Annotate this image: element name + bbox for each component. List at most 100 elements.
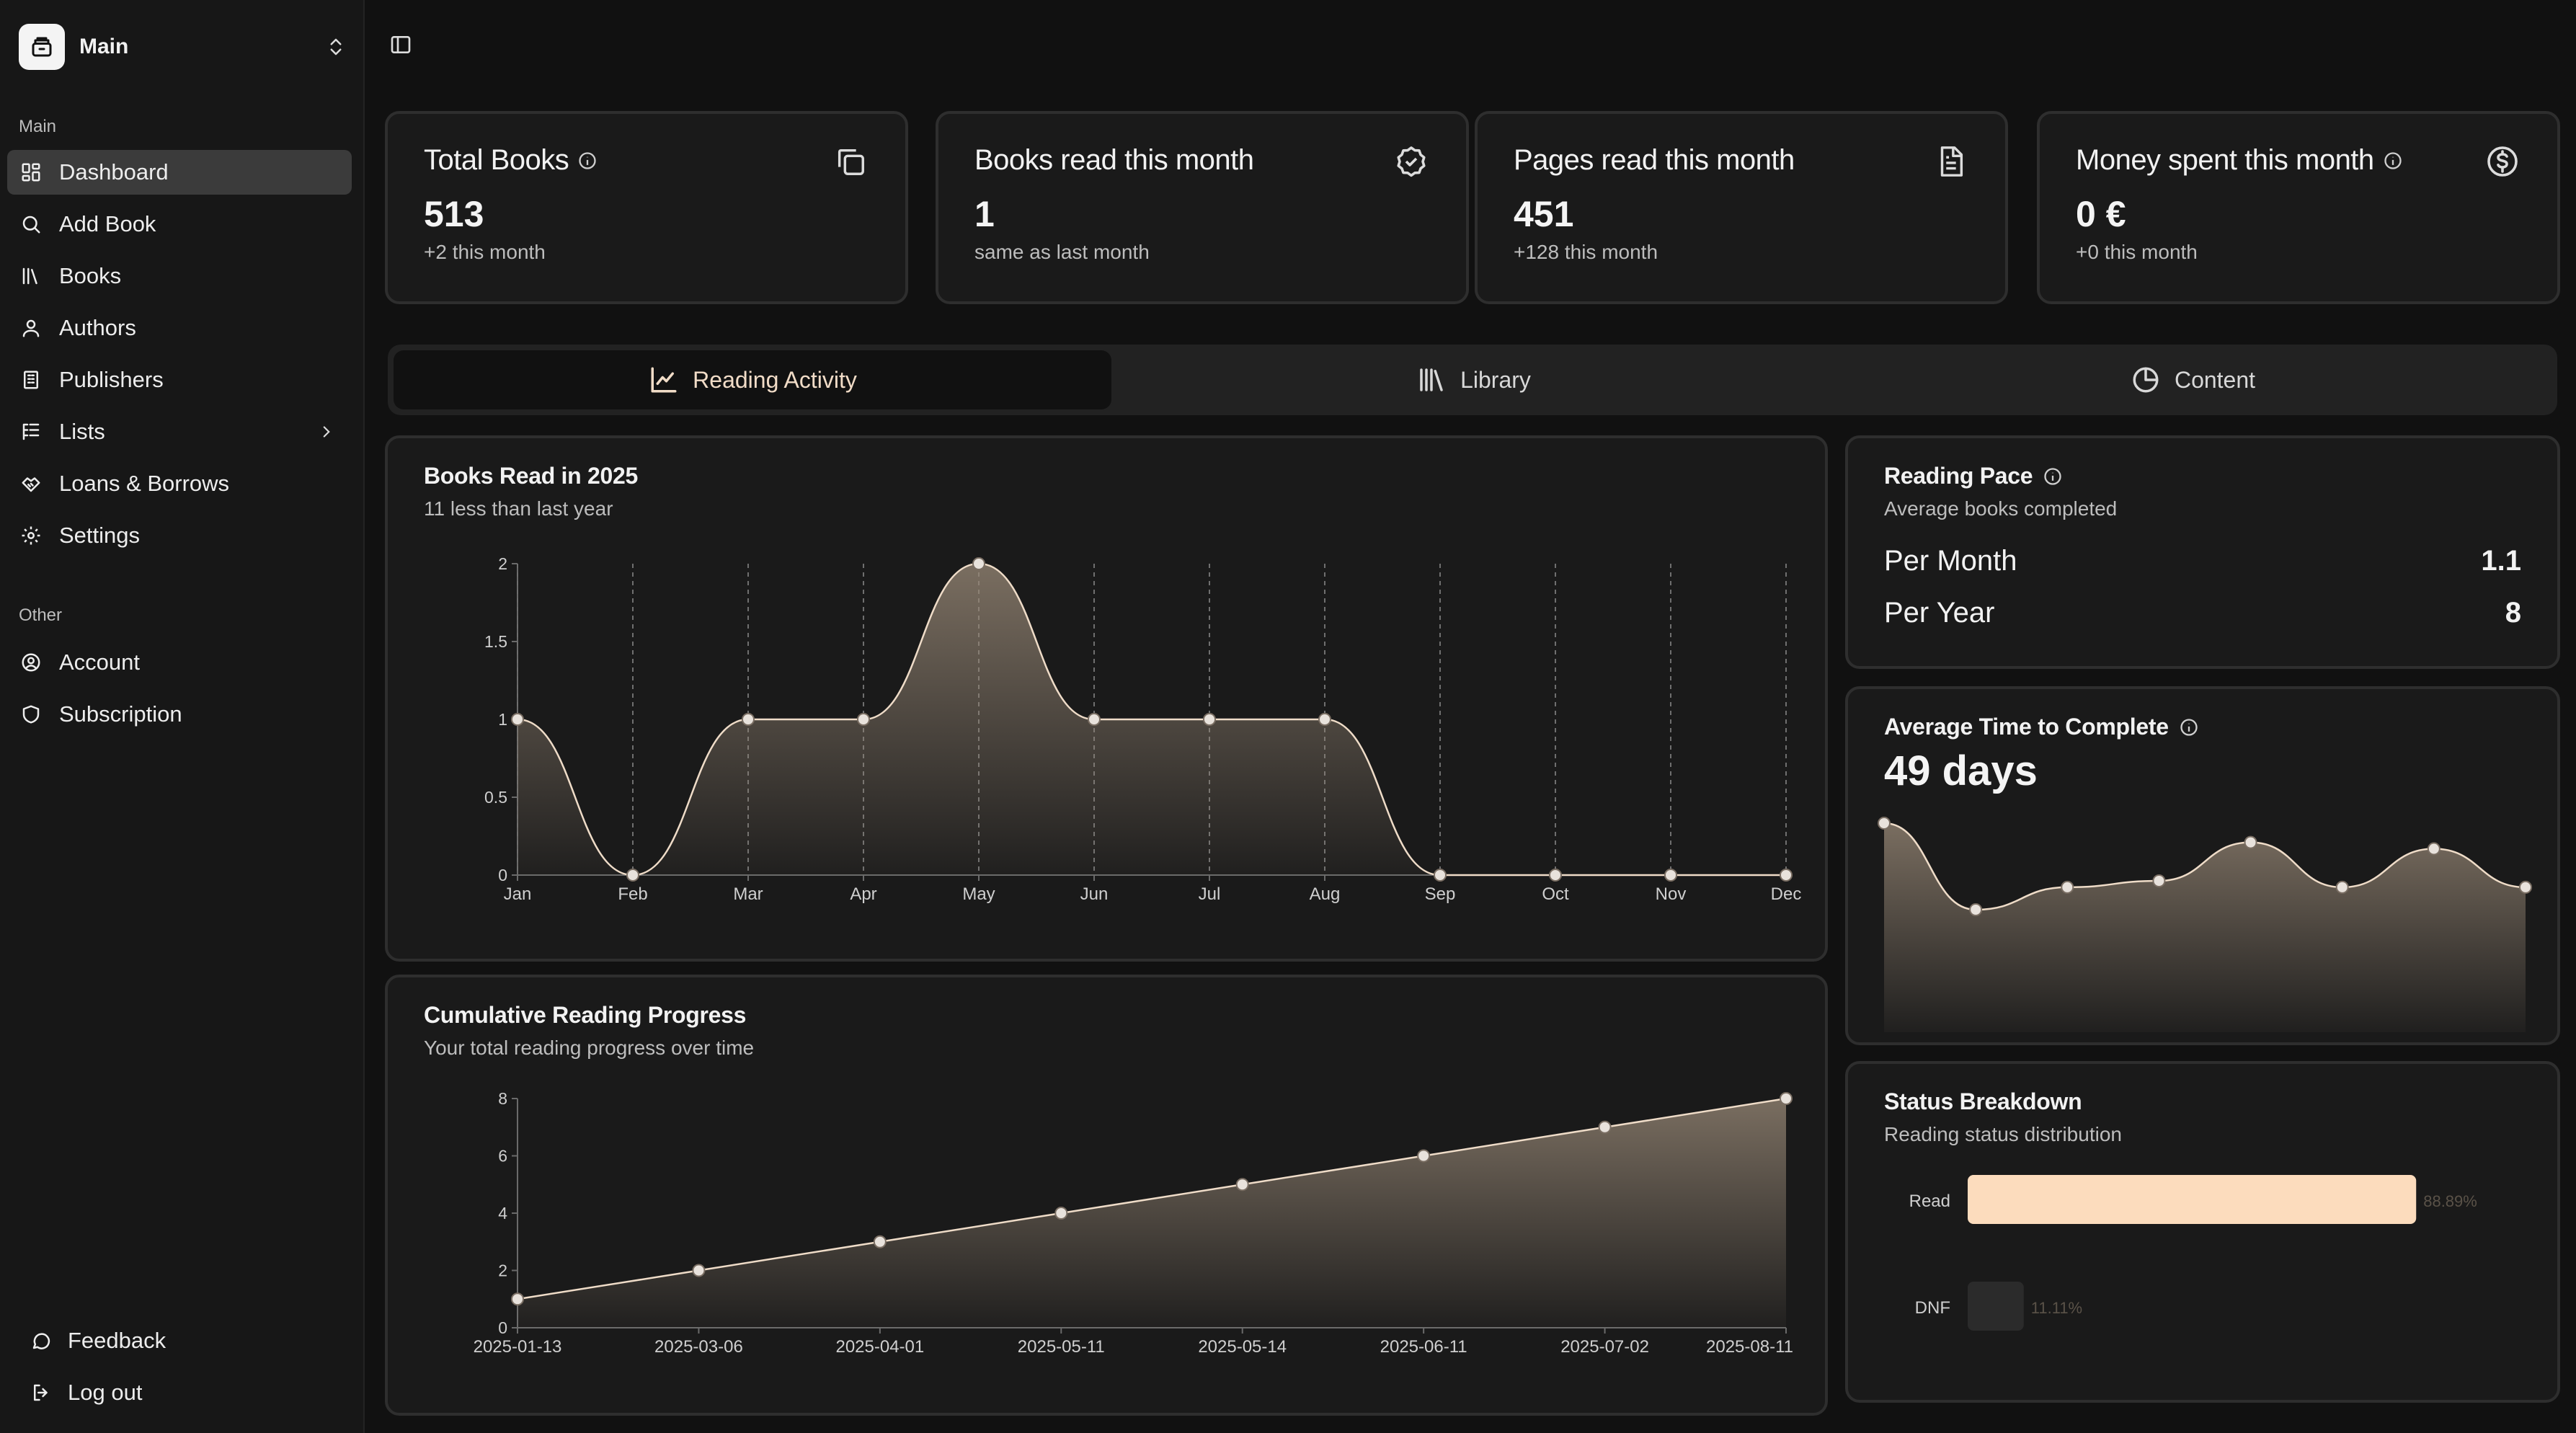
x-tick-label: Oct — [1542, 884, 1569, 904]
sidebar-item-loans[interactable]: Loans & Borrows — [7, 461, 352, 506]
x-tick-label: Jul — [1199, 884, 1221, 904]
copy-icon — [832, 143, 869, 180]
x-tick-label: 2025-05-14 — [1198, 1337, 1287, 1357]
books-read-chart: 0 0.5 1 1.5 2 Jan Feb Mar Apr May Jun Jul Aug Sep Oct N… — [484, 554, 1801, 904]
y-tick-label: 4 — [498, 1204, 507, 1223]
sidebar-item-add-book[interactable]: Add Book — [7, 202, 352, 247]
stat-value: 451 — [1514, 194, 1574, 234]
tab-content[interactable]: Content — [1834, 350, 2551, 409]
data-point — [511, 1292, 524, 1306]
data-point — [1969, 903, 1983, 916]
data-point — [2519, 880, 2532, 894]
cumulative-card: Cumulative Reading Progress Your total r… — [385, 975, 1828, 1416]
sidebar-item-dashboard[interactable]: Dashboard — [7, 150, 352, 195]
x-tick-label: 2025-05-11 — [1018, 1337, 1105, 1357]
x-tick-label: Mar — [733, 884, 763, 904]
sidebar-item-settings[interactable]: Settings — [7, 513, 352, 558]
stat-card-total-books: Total Books 513 +2 this month — [385, 111, 908, 304]
sidebar-item-account[interactable]: Account — [7, 640, 352, 685]
data-point — [2427, 842, 2440, 856]
sidebar: Main Main Dashboard Add Book Books Autho… — [0, 0, 365, 1433]
stat-card-pages-read: Pages read this month 451 +128 this mont… — [1475, 111, 2008, 304]
sidebar-item-publishers[interactable]: Publishers — [7, 358, 352, 402]
pace-row-month: Per Month 1.1 — [1884, 545, 2521, 577]
info-icon[interactable] — [577, 151, 598, 171]
avg-time-card: Average Time to Complete 49 days — [1845, 686, 2560, 1045]
dashboard-icon — [19, 160, 43, 185]
data-point — [2244, 835, 2257, 849]
y-tick-label: 8 — [498, 1089, 507, 1108]
sidebar-item-label: Account — [59, 649, 141, 675]
stat-title: Books read this month — [974, 144, 1254, 176]
x-tick-label: 2025-06-11 — [1380, 1337, 1467, 1357]
y-tick-label: 0 — [498, 1318, 507, 1337]
info-icon[interactable] — [2043, 466, 2063, 487]
data-point — [2061, 880, 2074, 894]
sidebar-item-label: Settings — [59, 523, 141, 548]
feedback-label: Feedback — [68, 1328, 166, 1353]
bar-value-label: 88.89% — [2423, 1192, 2477, 1210]
stat-value: 513 — [424, 194, 484, 234]
feedback-link[interactable]: Feedback — [29, 1321, 166, 1361]
x-tick-label: Nov — [1656, 884, 1687, 904]
building-icon — [19, 368, 43, 392]
sidebar-item-subscription[interactable]: Subscription — [7, 692, 352, 737]
sidebar-toggle-button[interactable] — [386, 32, 415, 61]
data-point — [1235, 1178, 1249, 1192]
stat-title: Money spent this month — [2076, 144, 2403, 177]
x-tick-label: 2025-08-11 — [1706, 1337, 1793, 1357]
stat-sub: +2 this month — [424, 241, 546, 263]
data-point — [626, 869, 639, 882]
status-breakdown-subtitle: Reading status distribution — [1884, 1123, 2122, 1145]
sidebar-item-authors[interactable]: Authors — [7, 306, 352, 350]
status-breakdown-card: Status Breakdown Reading status distribu… — [1845, 1061, 2560, 1403]
y-tick-label: 0 — [498, 866, 507, 884]
data-point — [1780, 1092, 1793, 1105]
sidebar-item-label: Authors — [59, 315, 136, 340]
chevrons-up-down-icon — [321, 32, 350, 61]
sidebar-item-label: Dashboard — [59, 159, 169, 185]
data-point — [873, 1235, 887, 1248]
info-icon[interactable] — [2179, 717, 2199, 737]
data-point — [742, 713, 755, 726]
data-point — [2335, 880, 2349, 894]
info-icon[interactable] — [2383, 151, 2403, 171]
user-circle-icon — [19, 650, 43, 675]
stat-title: Pages read this month — [1514, 144, 1795, 176]
data-point — [1203, 713, 1216, 726]
x-tick-label: 2025-04-01 — [835, 1337, 924, 1357]
search-icon — [19, 212, 43, 236]
tab-library[interactable]: Library — [1114, 350, 1832, 409]
avg-time-title: Average Time to Complete — [1884, 714, 2199, 740]
logout-link[interactable]: Log out — [29, 1372, 142, 1413]
logout-label: Log out — [68, 1380, 143, 1405]
dollar-circle-icon — [2484, 143, 2521, 180]
avg-time-value: 49 days — [1884, 747, 2038, 794]
cumulative-subtitle: Your total reading progress over time — [424, 1037, 755, 1059]
tab-bar: Reading Activity Library Content — [388, 345, 2557, 415]
workspace-switcher[interactable]: Main — [19, 22, 350, 72]
chevron-right-icon — [314, 420, 339, 444]
data-point — [1318, 713, 1331, 726]
message-icon — [29, 1328, 53, 1353]
data-point — [2152, 874, 2166, 887]
stat-sub: +128 this month — [1514, 241, 1658, 263]
sidebar-item-lists[interactable]: Lists — [7, 409, 352, 454]
sidebar-item-books[interactable]: Books — [7, 254, 352, 298]
data-point — [1780, 869, 1793, 882]
tab-reading-activity[interactable]: Reading Activity — [394, 350, 1111, 409]
x-tick-label: Feb — [618, 884, 647, 904]
avg-time-chart — [1878, 817, 2532, 1032]
bar-label: Read — [1909, 1192, 1950, 1211]
books-read-card: Books Read in 2025 11 less than last yea… — [385, 435, 1828, 962]
line-chart-icon — [648, 364, 680, 396]
stat-title: Total Books — [424, 144, 598, 177]
y-tick-label: 2 — [498, 554, 507, 573]
group-label-other: Other — [19, 605, 63, 625]
group-label-main: Main — [19, 117, 57, 136]
sidebar-item-label: Loans & Borrows — [59, 471, 230, 496]
handshake-icon — [19, 471, 43, 496]
workspace-name: Main — [79, 35, 129, 58]
data-point — [972, 557, 985, 570]
data-point — [511, 713, 524, 726]
